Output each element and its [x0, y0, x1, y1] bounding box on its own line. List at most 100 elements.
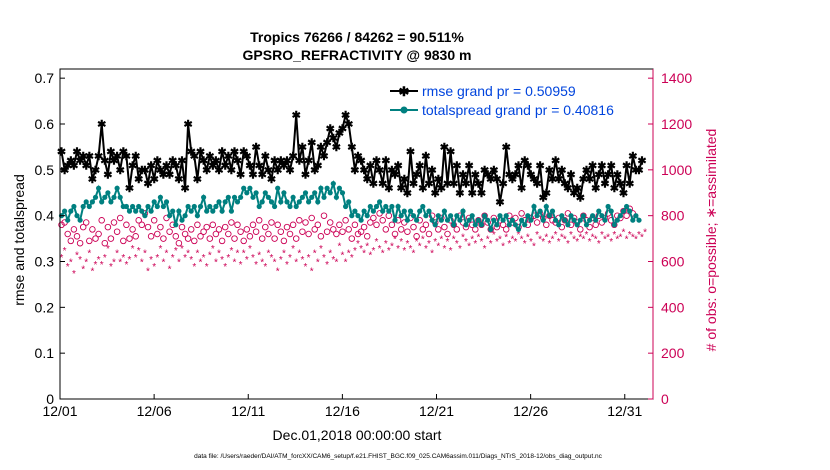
obs-assimilated-point: *	[643, 228, 647, 239]
obs-possible-point	[518, 210, 525, 217]
obs-possible-point	[221, 223, 229, 231]
rmse-point: ✱	[585, 174, 594, 186]
obs-assimilated-point: *	[581, 235, 585, 246]
obs-assimilated-point: *	[606, 232, 610, 243]
rmse-point: ✱	[517, 183, 526, 195]
legend-rmse-marker: ✱	[399, 84, 410, 99]
obs-assimilated-point: *	[449, 246, 453, 257]
totalspread-point	[89, 199, 95, 205]
obs-possible-point	[234, 221, 241, 229]
totalspread-point	[210, 208, 216, 214]
obs-possible-point	[302, 219, 309, 226]
rmse-point: ✱	[514, 160, 523, 172]
totalspread-point	[268, 199, 275, 205]
obs-assimilated-point: *	[625, 235, 629, 246]
obs-assimilated-point: *	[415, 237, 419, 248]
obs-assimilated-point: *	[492, 230, 496, 241]
rmse-point: ✱	[579, 174, 588, 186]
rmse-point: ✱	[378, 179, 387, 191]
obs-assimilated-point: *	[396, 244, 400, 255]
totalspread-point	[528, 217, 534, 223]
rmse-point: ✱	[298, 142, 307, 154]
totalspread-point	[71, 203, 77, 210]
rmse-point: ✱	[412, 169, 421, 181]
totalspread-point	[475, 217, 481, 223]
rmse-point: ✱	[103, 169, 112, 181]
obs-assimilated-point: *	[631, 232, 635, 243]
rmse-point: ✱	[520, 156, 529, 168]
obs-assimilated-point: *	[384, 239, 388, 250]
obs-assimilated-point: *	[226, 253, 230, 264]
obs-possible-point	[175, 239, 183, 247]
obs-assimilated-point: *	[192, 262, 196, 273]
rmse-point: ✱	[529, 174, 538, 186]
obs-assimilated-point: *	[297, 248, 301, 259]
totalspread-point	[244, 190, 250, 196]
obs-assimilated-point: *	[313, 248, 317, 259]
right-tick-label: 0	[661, 391, 669, 407]
obs-assimilated-point: *	[273, 258, 277, 269]
totalspread-point	[309, 194, 315, 200]
obs-possible-point	[404, 228, 411, 235]
obs-assimilated-point: *	[276, 267, 280, 278]
obs-possible-point	[373, 221, 380, 229]
obs-possible-point	[308, 214, 315, 222]
totalspread-point	[392, 217, 398, 223]
totalspread-point	[312, 190, 318, 196]
totalspread-point	[241, 185, 247, 191]
rmse-point: ✱	[458, 169, 467, 181]
plot-background	[60, 69, 653, 399]
obs-possible-point	[113, 228, 121, 235]
totalspread-point	[219, 208, 225, 214]
obs-assimilated-point: *	[183, 253, 187, 264]
totalspread-point	[111, 194, 117, 200]
totalspread-point	[556, 222, 562, 228]
obs-assimilated-point: *	[547, 239, 551, 250]
rmse-point: ✱	[180, 183, 189, 195]
totalspread-point	[327, 190, 333, 196]
rmse-point: ✱	[452, 160, 461, 172]
obs-assimilated-point: *	[307, 253, 311, 264]
rmse-point: ✱	[397, 183, 406, 195]
totalspread-point	[278, 199, 284, 205]
obs-assimilated-point: *	[535, 230, 539, 241]
totalspread-point	[478, 222, 485, 228]
totalspread-point	[370, 208, 376, 214]
obs-assimilated-point: *	[458, 244, 462, 255]
obs-assimilated-point: *	[115, 248, 119, 259]
obs-possible-point	[379, 217, 386, 224]
totalspread-point	[454, 213, 460, 219]
rmse-point: ✱	[119, 147, 128, 159]
totalspread-point	[173, 222, 179, 228]
totalspread-point	[596, 208, 602, 214]
rmse-point: ✱	[588, 160, 597, 172]
obs-assimilated-point: *	[446, 237, 450, 248]
obs-assimilated-point: *	[248, 244, 252, 255]
obs-assimilated-point: *	[350, 253, 354, 264]
obs-assimilated-point: *	[223, 262, 227, 273]
obs-possible-point	[320, 212, 328, 219]
obs-possible-point	[70, 226, 78, 233]
obs-possible-point	[388, 221, 396, 229]
totalspread-point	[145, 203, 151, 210]
totalspread-point	[587, 217, 593, 223]
obs-assimilated-point: *	[211, 244, 215, 255]
obs-assimilated-point: *	[368, 251, 372, 262]
obs-assimilated-point: *	[103, 253, 107, 264]
rmse-point: ✱	[183, 119, 192, 131]
rmse-point: ✱	[304, 156, 313, 168]
rmse-point: ✱	[162, 160, 171, 172]
rmse-point: ✱	[230, 147, 239, 159]
totalspread-point	[472, 222, 478, 228]
totalspread-point	[154, 203, 160, 210]
totalspread-point	[373, 203, 380, 210]
totalspread-point	[92, 194, 99, 200]
obs-assimilated-point: *	[236, 248, 240, 259]
obs-assimilated-point: *	[424, 244, 428, 255]
rmse-point: ✱	[79, 151, 88, 163]
obs-assimilated-point: *	[199, 258, 203, 269]
totalspread-point	[420, 203, 426, 210]
rmse-point: ✱	[140, 165, 149, 177]
totalspread-point	[315, 199, 321, 205]
